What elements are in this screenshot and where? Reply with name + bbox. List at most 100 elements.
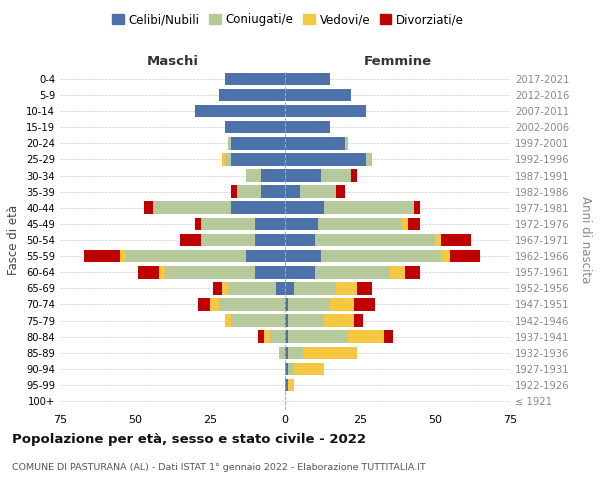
Bar xyxy=(450,250,480,262)
Bar xyxy=(153,202,231,214)
Bar xyxy=(255,218,285,230)
Bar xyxy=(231,186,237,198)
Bar xyxy=(255,234,285,246)
Bar xyxy=(288,378,294,392)
Bar xyxy=(285,186,300,198)
Bar xyxy=(402,218,408,230)
Bar xyxy=(366,153,372,166)
Bar xyxy=(285,314,288,327)
Bar xyxy=(285,72,330,85)
Legend: Celibi/Nubili, Coniugati/e, Vedovi/e, Divorziati/e: Celibi/Nubili, Coniugati/e, Vedovi/e, Di… xyxy=(107,8,469,31)
Bar xyxy=(258,330,264,343)
Bar xyxy=(285,105,366,118)
Bar xyxy=(228,137,231,149)
Bar xyxy=(279,346,285,359)
Bar xyxy=(441,234,471,246)
Bar xyxy=(222,282,228,294)
Bar xyxy=(441,250,450,262)
Bar xyxy=(180,234,201,246)
Bar xyxy=(285,202,324,214)
Bar xyxy=(357,282,372,294)
Bar xyxy=(144,202,153,214)
Bar xyxy=(285,234,315,246)
Bar xyxy=(285,330,288,343)
Bar xyxy=(237,186,261,198)
Bar xyxy=(84,250,120,262)
Bar xyxy=(336,186,345,198)
Bar xyxy=(198,298,210,310)
Bar xyxy=(354,298,375,310)
Bar xyxy=(228,282,276,294)
Bar xyxy=(231,314,285,327)
Bar xyxy=(195,105,285,118)
Bar xyxy=(348,330,384,343)
Bar xyxy=(285,121,330,134)
Bar xyxy=(414,202,420,214)
Bar xyxy=(285,88,351,102)
Bar xyxy=(255,266,285,278)
Bar xyxy=(285,218,318,230)
Bar xyxy=(285,137,345,149)
Text: Maschi: Maschi xyxy=(146,54,199,68)
Bar xyxy=(285,282,294,294)
Bar xyxy=(345,137,348,149)
Bar xyxy=(435,234,441,246)
Bar xyxy=(231,137,285,149)
Bar xyxy=(285,378,288,392)
Bar xyxy=(390,266,405,278)
Bar xyxy=(276,282,285,294)
Bar xyxy=(285,170,321,182)
Bar xyxy=(285,346,288,359)
Bar xyxy=(126,250,246,262)
Bar xyxy=(261,186,285,198)
Bar xyxy=(321,250,441,262)
Bar xyxy=(213,282,222,294)
Bar xyxy=(195,218,201,230)
Bar xyxy=(318,218,402,230)
Bar xyxy=(165,266,255,278)
Bar xyxy=(201,234,255,246)
Bar xyxy=(231,153,285,166)
Bar xyxy=(408,218,420,230)
Bar xyxy=(219,298,285,310)
Bar xyxy=(225,314,231,327)
Bar xyxy=(315,234,435,246)
Bar xyxy=(222,153,225,166)
Bar xyxy=(288,362,294,375)
Bar xyxy=(288,298,330,310)
Bar xyxy=(225,72,285,85)
Bar xyxy=(300,186,336,198)
Bar xyxy=(246,250,285,262)
Bar xyxy=(270,330,285,343)
Bar xyxy=(336,282,357,294)
Bar xyxy=(288,314,324,327)
Bar xyxy=(138,266,159,278)
Bar xyxy=(321,170,351,182)
Bar xyxy=(405,266,420,278)
Bar xyxy=(261,170,285,182)
Bar xyxy=(225,121,285,134)
Bar xyxy=(285,153,366,166)
Bar xyxy=(288,330,348,343)
Bar xyxy=(285,266,315,278)
Y-axis label: Anni di nascita: Anni di nascita xyxy=(579,196,592,284)
Bar xyxy=(219,88,285,102)
Text: Popolazione per età, sesso e stato civile - 2022: Popolazione per età, sesso e stato civil… xyxy=(12,432,366,446)
Bar xyxy=(285,298,288,310)
Bar xyxy=(285,250,321,262)
Bar xyxy=(294,362,324,375)
Text: Femmine: Femmine xyxy=(364,54,431,68)
Bar xyxy=(288,346,303,359)
Bar xyxy=(324,202,414,214)
Bar xyxy=(285,362,288,375)
Text: COMUNE DI PASTURANA (AL) - Dati ISTAT 1° gennaio 2022 - Elaborazione TUTTITALIA.: COMUNE DI PASTURANA (AL) - Dati ISTAT 1°… xyxy=(12,462,426,471)
Bar xyxy=(120,250,126,262)
Bar xyxy=(231,202,285,214)
Bar xyxy=(210,298,219,310)
Bar xyxy=(354,314,363,327)
Bar xyxy=(201,218,255,230)
Bar xyxy=(330,298,354,310)
Bar xyxy=(294,282,336,294)
Bar xyxy=(225,153,231,166)
Bar xyxy=(264,330,270,343)
